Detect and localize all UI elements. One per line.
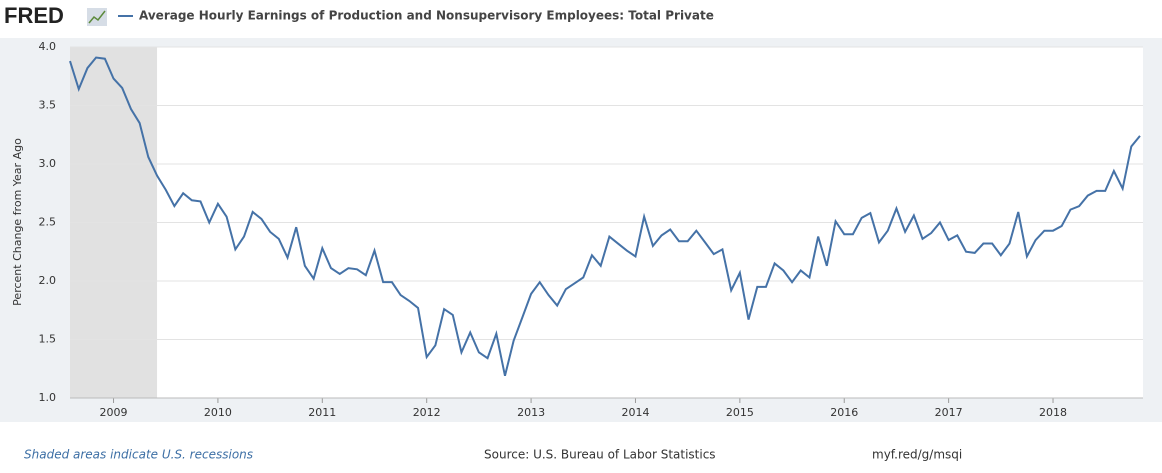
x-tick-label: 2013 [517,406,545,419]
y-axis-label: Percent Change from Year Ago [11,138,24,306]
x-tick-label: 2015 [726,406,754,419]
y-tick-label: 4.0 [39,40,57,53]
logo[interactable]: FRED [4,3,64,28]
x-tick-label: 2016 [830,406,858,419]
logo-icon [87,8,107,26]
x-tick-label: 2018 [1039,406,1067,419]
x-tick-label: 2017 [935,406,963,419]
y-tick-label: 1.0 [39,391,57,404]
y-tick-label: 3.5 [39,99,57,112]
x-tick-label: 2011 [308,406,336,419]
y-tick-label: 2.0 [39,274,57,287]
data-line [69,56,1141,377]
source: Source: U.S. Bureau of Labor Statistics [484,448,716,462]
y-tick-label: 3.0 [39,157,57,170]
y-tick-label: 2.5 [39,216,57,229]
legend-title: Average Hourly Earnings of Production an… [139,9,714,23]
x-tick-label: 2014 [621,406,649,419]
short-url[interactable]: myf.red/g/msqi [872,448,962,462]
x-tick-label: 2010 [204,406,232,419]
y-tick-label: 1.5 [39,333,57,346]
x-tick-label: 2009 [100,406,128,419]
recession-note[interactable]: Shaded areas indicate U.S. recessions [24,448,253,462]
x-tick-label: 2012 [413,406,441,419]
